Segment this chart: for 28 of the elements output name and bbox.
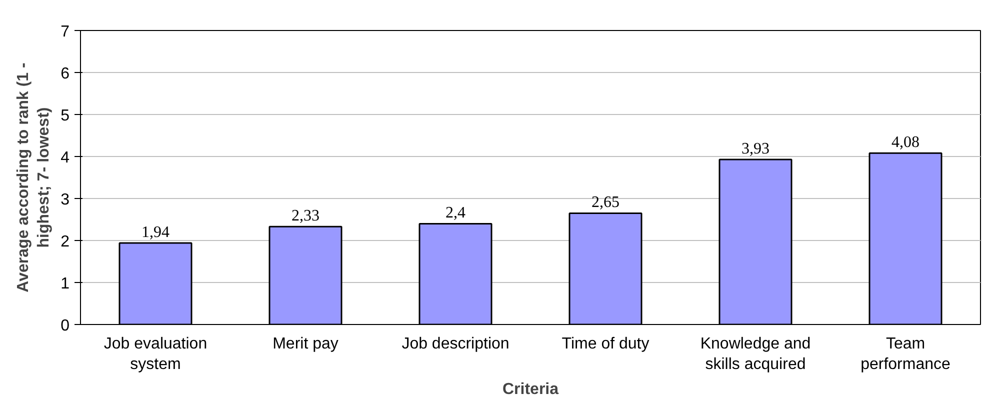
bar	[568, 212, 642, 324]
x-tick-label: Time of duty	[562, 336, 650, 352]
data-label: 4,08	[892, 134, 920, 152]
x-tick-label: Knowledge and skills acquired	[700, 336, 811, 373]
y-tick-label: 3	[60, 192, 70, 208]
data-label: 1,94	[142, 224, 170, 242]
bar	[718, 158, 792, 324]
bar	[118, 242, 192, 324]
bar	[268, 226, 342, 324]
bar	[868, 152, 942, 324]
x-tick-label: Job description	[402, 336, 510, 352]
x-tick-label: Job evaluation system	[104, 336, 208, 373]
data-label: 2,65	[592, 194, 620, 212]
y-tick-label: 4	[60, 150, 70, 166]
x-tick-label: Merit pay	[272, 336, 338, 352]
y-tick-label: 5	[60, 108, 70, 124]
data-label: 2,33	[292, 208, 320, 225]
data-label: 3,93	[742, 140, 770, 158]
y-tick-label: 0	[60, 318, 70, 334]
y-axis-title: Average according to rank (1 - highest; 7- lowest)	[15, 62, 53, 292]
y-tick-label: 2	[60, 234, 70, 250]
data-label: 2,4	[446, 204, 466, 222]
y-tick-label: 1	[60, 276, 70, 292]
x-axis-title: Criteria	[502, 380, 559, 398]
x-tick-label: Team performance	[860, 336, 951, 373]
y-tick-label: 7	[60, 24, 70, 40]
y-tick-label: 6	[60, 66, 70, 82]
bar	[418, 222, 492, 324]
